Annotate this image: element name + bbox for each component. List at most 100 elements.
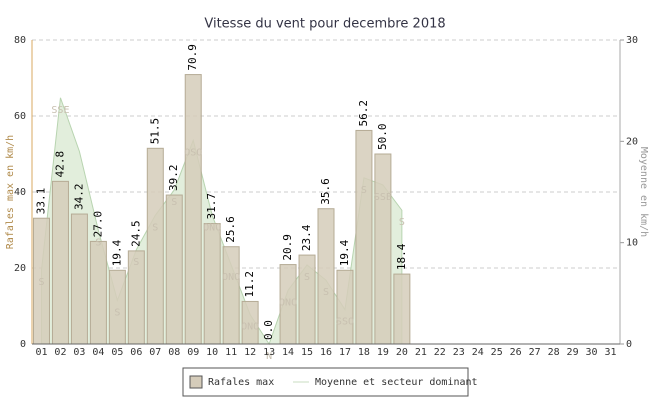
sector-label: S [323, 287, 329, 298]
sector-label: SSE [51, 105, 69, 116]
x-tick-label: 31 [604, 347, 616, 358]
bar [203, 223, 221, 345]
x-tick-label: 12 [244, 347, 256, 358]
x-tick-label: 18 [358, 347, 370, 358]
sector-label: OSO [184, 147, 202, 158]
bar [317, 208, 335, 345]
data-label: 34.2 [72, 184, 85, 211]
data-label: 27.0 [91, 211, 104, 238]
y2-tick-label: 30 [626, 35, 638, 46]
chart-title: Vitesse du vent pour decembre 2018 [204, 17, 445, 32]
y-tick-label: 80 [14, 35, 26, 46]
sector-label: S [171, 197, 177, 208]
x-tick-label: 02 [54, 347, 66, 358]
x-tick-label: 29 [567, 347, 579, 358]
sector-label: S [95, 238, 101, 249]
sector-label: S [304, 272, 310, 283]
sector-label: N [266, 351, 272, 362]
x-tick-label: 01 [35, 347, 47, 358]
x-tick-label: 28 [548, 347, 560, 358]
bar [51, 180, 69, 345]
data-label: 70.9 [186, 44, 199, 71]
y2-tick-label: 20 [626, 136, 638, 147]
data-label: 39.2 [167, 165, 180, 192]
data-label: 19.4 [338, 239, 351, 266]
legend-box [182, 367, 469, 397]
data-label: 35.6 [319, 178, 332, 205]
data-label: 20.9 [281, 234, 294, 261]
data-label: 25.6 [224, 216, 237, 243]
sector-label: S [361, 185, 367, 196]
x-tick-label: 30 [586, 347, 598, 358]
y-axis-label: Rafales max en km/h [5, 135, 16, 249]
bar [393, 273, 411, 345]
sector-label: ONO [222, 272, 240, 283]
x-tick-label: 16 [320, 347, 332, 358]
x-tick-label: 05 [111, 347, 123, 358]
x-tick-label: 27 [529, 347, 541, 358]
data-label: 24.5 [129, 220, 142, 247]
data-label: 0.0 [262, 320, 275, 340]
x-tick-label: 20 [396, 347, 408, 358]
y2-tick-label: 0 [626, 339, 632, 350]
legend-label: Rafales max [208, 377, 274, 388]
sector-label: S [152, 222, 158, 233]
x-tick-label: 09 [187, 347, 199, 358]
y2-tick-label: 10 [626, 238, 638, 249]
bar [70, 213, 88, 345]
data-label: 11.2 [243, 271, 256, 298]
sector-label: ONO [241, 322, 259, 333]
bar [89, 240, 107, 345]
x-tick-label: 10 [206, 347, 218, 358]
sector-label: ONO [203, 222, 221, 233]
x-tick-label: 25 [491, 347, 503, 358]
data-label: 33.1 [34, 188, 47, 215]
y-tick-label: 60 [14, 111, 26, 122]
sector-label: S [133, 257, 139, 268]
y-tick-label: 20 [14, 263, 26, 274]
x-tick-label: 11 [225, 347, 237, 358]
sector-label: SSE [374, 192, 392, 203]
data-label: 50.0 [376, 124, 389, 151]
x-tick-label: 23 [453, 347, 465, 358]
data-label: 51.5 [148, 118, 161, 145]
x-tick-label: 14 [282, 347, 294, 358]
y-tick-label: 0 [20, 339, 26, 350]
x-tick-label: 07 [149, 347, 161, 358]
data-label: 31.7 [205, 193, 218, 220]
x-tick-label: 06 [130, 347, 142, 358]
data-label: 42.8 [53, 151, 66, 178]
sector-label: S [114, 307, 120, 318]
x-tick-label: 22 [434, 347, 446, 358]
x-tick-label: 04 [92, 347, 104, 358]
sector-label: SSO [336, 317, 354, 328]
data-label: 23.4 [300, 224, 313, 251]
x-tick-label: 17 [339, 347, 351, 358]
x-tick-label: 24 [472, 347, 484, 358]
legend-label: Moyenne et secteur dominant [315, 377, 478, 388]
y-tick-label: 40 [14, 187, 26, 198]
bar [222, 246, 240, 345]
x-tick-label: 08 [168, 347, 180, 358]
data-label: 19.4 [110, 239, 123, 266]
bar [336, 269, 354, 345]
sector-label: ONO [279, 297, 297, 308]
legend-swatch [189, 375, 203, 389]
bar [355, 129, 373, 345]
bar [298, 254, 316, 345]
sector-label: S [399, 217, 405, 228]
bar [374, 153, 392, 345]
data-label: 18.4 [395, 243, 408, 270]
bar [165, 194, 183, 345]
data-label: 56.2 [357, 100, 370, 127]
x-tick-label: 15 [301, 347, 313, 358]
x-tick-label: 03 [73, 347, 85, 358]
bar [146, 147, 164, 345]
sector-label: S [38, 277, 44, 288]
bar [184, 74, 202, 345]
x-tick-label: 21 [415, 347, 427, 358]
x-tick-label: 26 [510, 347, 522, 358]
x-tick-label: 13 [263, 347, 275, 358]
y2-axis-label: Moyenne en km/h [638, 147, 649, 237]
